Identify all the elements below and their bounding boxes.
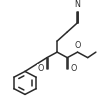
Text: O: O [74,41,81,50]
Text: O: O [38,64,44,73]
Text: N: N [75,0,80,9]
Text: O: O [70,64,76,73]
